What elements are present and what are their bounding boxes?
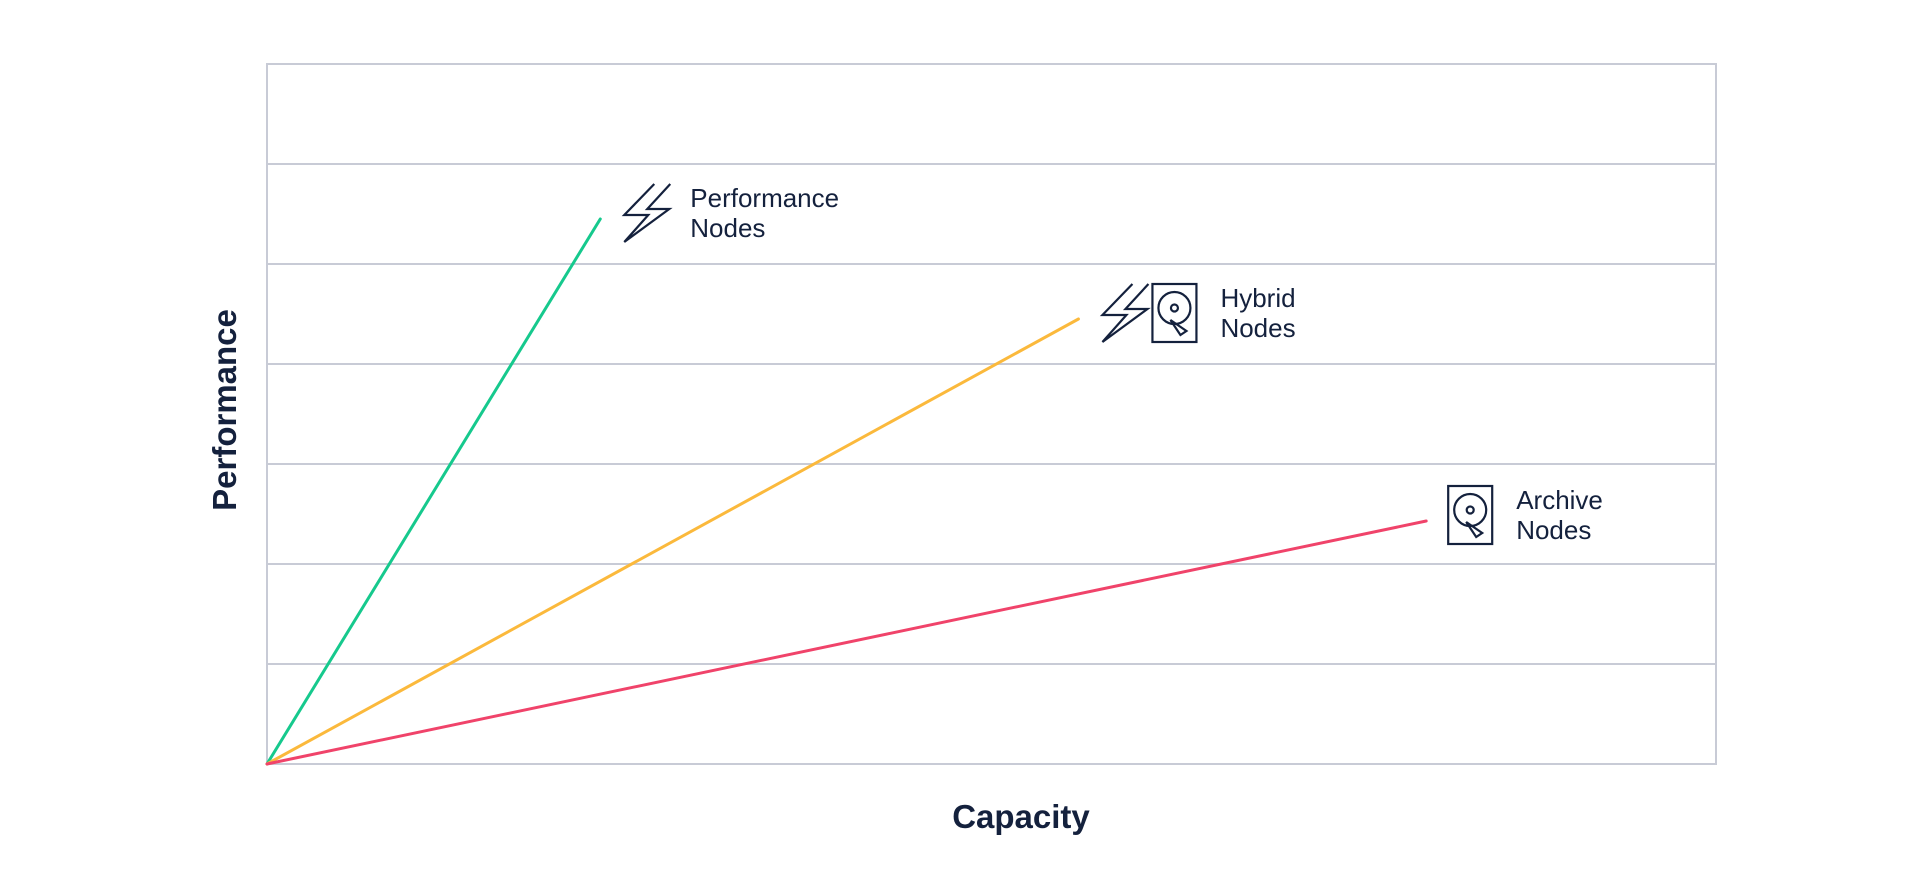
hard-drive-icon	[1447, 484, 1494, 546]
series-label-line: Nodes	[1220, 313, 1295, 343]
y-axis-title: Performance	[206, 309, 243, 511]
series-group	[265, 217, 1428, 766]
series-label-line: Hybrid	[1220, 283, 1295, 313]
lightning-icon	[1099, 283, 1151, 343]
grid	[266, 63, 1717, 765]
lightning-icon	[621, 183, 673, 243]
x-axis-title: Capacity	[952, 798, 1090, 835]
series-label-line: Nodes	[690, 213, 765, 243]
series-label-line: Nodes	[1516, 515, 1591, 545]
series-label-line: Performance	[690, 183, 839, 213]
plot-frame	[266, 63, 1717, 765]
series-line-hybrid-nodes	[265, 317, 1080, 766]
hard-drive-icon	[1151, 282, 1198, 344]
series-line-archive-nodes	[265, 519, 1428, 766]
series-label-line: Archive	[1516, 485, 1603, 515]
series-line-performance-nodes	[265, 217, 602, 766]
